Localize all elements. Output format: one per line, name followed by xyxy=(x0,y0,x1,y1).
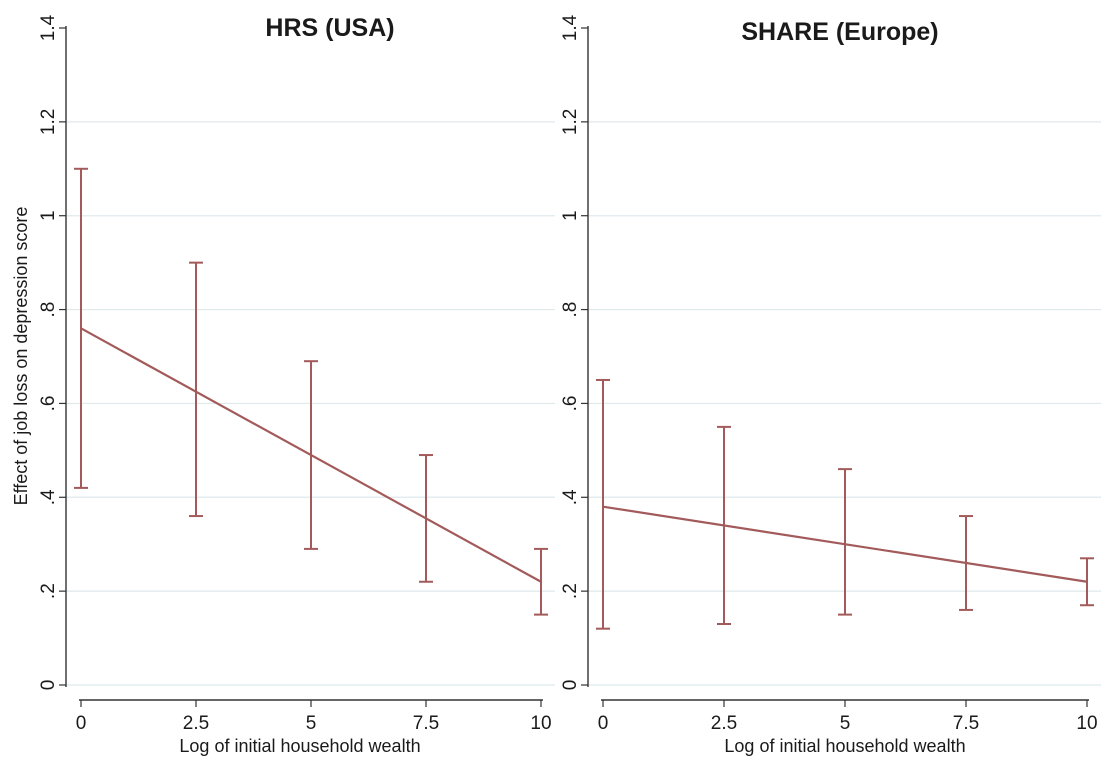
y-tick-label: .6 xyxy=(560,395,581,411)
y-tick-label: 1.2 xyxy=(560,109,581,135)
chart-panel-2: 0 .2 .4 .6 .8 1 1.2 1.4 0 2.5 5 7.5 10 Log of initial… xyxy=(560,14,1101,756)
y-tick-label: 0 xyxy=(38,680,59,691)
x-tick-label: 0 xyxy=(76,713,87,734)
y-tick-label: .4 xyxy=(560,489,581,505)
effect-line xyxy=(602,505,1088,583)
x-tick-label: 10 xyxy=(530,713,551,734)
error-bar xyxy=(838,468,852,616)
x-tick-label: 2.5 xyxy=(183,713,209,734)
y-tick-label: .2 xyxy=(38,583,59,599)
x-axis-title: Log of initial household wealth xyxy=(179,736,420,756)
x-tick-label: 5 xyxy=(306,713,317,734)
panel-title: HRS (USA) xyxy=(265,14,394,42)
y-axis-title: Effect of job loss on depression score xyxy=(11,207,31,506)
y-tick-label: 1.4 xyxy=(560,14,581,41)
y-tick-label: .8 xyxy=(560,302,581,318)
error-bar xyxy=(596,378,610,630)
panel-title: SHARE (Europe) xyxy=(741,18,938,46)
error-bar xyxy=(189,261,203,518)
y-tick-label: .2 xyxy=(560,583,581,599)
x-tick-label: 0 xyxy=(598,713,609,734)
y-tick-label: 1 xyxy=(560,210,581,221)
y-tick-label: 1.4 xyxy=(38,14,59,41)
x-tick-label: 10 xyxy=(1076,713,1097,734)
y-tick-label: .8 xyxy=(38,302,59,318)
y-tick-label: 1.2 xyxy=(38,109,59,135)
x-axis-title: Log of initial household wealth xyxy=(724,736,965,756)
y-tick-label: .6 xyxy=(38,395,59,411)
x-tick-label: 7.5 xyxy=(413,713,439,734)
x-tick-label: 5 xyxy=(840,713,851,734)
y-tick-label: 0 xyxy=(560,680,581,691)
x-tick-label: 7.5 xyxy=(953,713,979,734)
y-tick-label: .4 xyxy=(38,489,59,505)
effect-line xyxy=(80,327,542,583)
chart-panel-1: 0 .2 .4 .6 .8 1 1.2 1.4 0 2.5 5 7.5 10 Log of initial… xyxy=(11,14,555,756)
x-tick-label: 2.5 xyxy=(711,713,737,734)
y-tick-label: 1 xyxy=(38,210,59,221)
